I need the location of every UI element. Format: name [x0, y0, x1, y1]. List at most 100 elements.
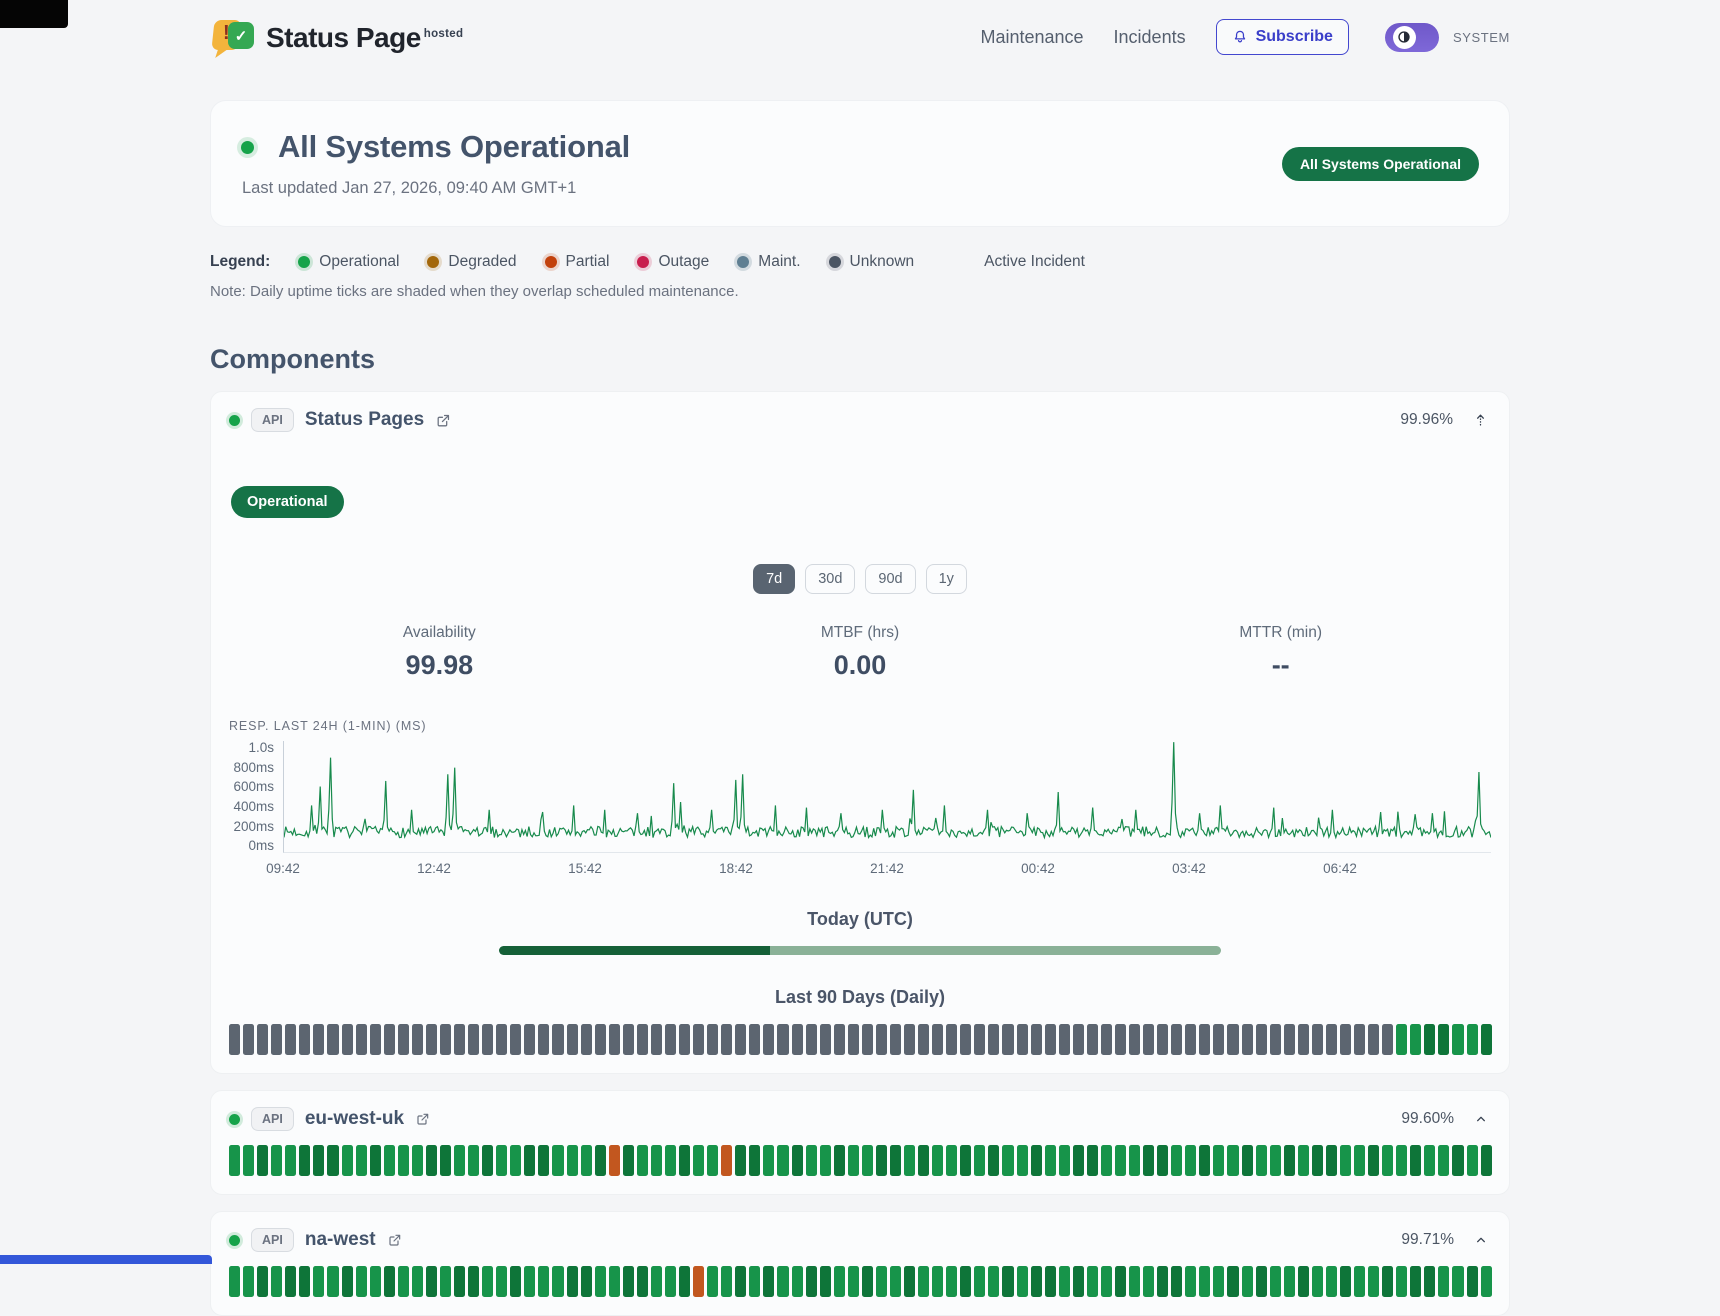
uptime-tick[interactable]: [1255, 1024, 1267, 1055]
uptime-tick[interactable]: [819, 1266, 831, 1297]
uptime-tick[interactable]: [932, 1024, 944, 1055]
uptime-tick[interactable]: [355, 1266, 367, 1297]
uptime-tick[interactable]: [833, 1024, 845, 1055]
uptime-tick[interactable]: [538, 1266, 550, 1297]
uptime-tick[interactable]: [299, 1024, 311, 1055]
uptime-tick[interactable]: [580, 1024, 592, 1055]
uptime-tick[interactable]: [693, 1145, 705, 1176]
uptime-tick[interactable]: [285, 1266, 297, 1297]
uptime-tick[interactable]: [454, 1145, 466, 1176]
uptime-tick[interactable]: [777, 1145, 789, 1176]
uptime-tick[interactable]: [594, 1266, 606, 1297]
uptime-tick[interactable]: [1325, 1266, 1337, 1297]
uptime-tick[interactable]: [1016, 1145, 1028, 1176]
uptime-tick[interactable]: [1325, 1145, 1337, 1176]
uptime-tick[interactable]: [425, 1024, 437, 1055]
uptime-tick[interactable]: [608, 1266, 620, 1297]
uptime-tick[interactable]: [1452, 1266, 1464, 1297]
uptime-tick[interactable]: [1354, 1266, 1366, 1297]
uptime-tick[interactable]: [847, 1266, 859, 1297]
nav-maintenance[interactable]: Maintenance: [980, 26, 1084, 47]
uptime-tick[interactable]: [524, 1145, 536, 1176]
uptime-tick[interactable]: [524, 1024, 536, 1055]
uptime-tick[interactable]: [1339, 1266, 1351, 1297]
uptime-tick[interactable]: [580, 1266, 592, 1297]
uptime-tick[interactable]: [271, 1024, 283, 1055]
uptime-tick[interactable]: [1143, 1266, 1155, 1297]
uptime-tick[interactable]: [1396, 1145, 1408, 1176]
uptime-tick[interactable]: [1086, 1024, 1098, 1055]
uptime-tick[interactable]: [1002, 1266, 1014, 1297]
uptime-tick[interactable]: [566, 1266, 578, 1297]
uptime-tick[interactable]: [383, 1266, 395, 1297]
uptime-tick[interactable]: [482, 1024, 494, 1055]
range-button-7d[interactable]: 7d: [753, 564, 796, 594]
uptime-tick[interactable]: [608, 1024, 620, 1055]
expand-button[interactable]: [1471, 1230, 1491, 1250]
uptime-tick[interactable]: [1354, 1145, 1366, 1176]
uptime-tick[interactable]: [918, 1024, 930, 1055]
uptime-tick[interactable]: [679, 1266, 691, 1297]
uptime-tick[interactable]: [496, 1145, 508, 1176]
uptime-tick[interactable]: [1410, 1024, 1422, 1055]
uptime-tick[interactable]: [1382, 1024, 1394, 1055]
uptime-tick[interactable]: [1241, 1266, 1253, 1297]
uptime-tick[interactable]: [566, 1024, 578, 1055]
uptime-tick[interactable]: [847, 1145, 859, 1176]
uptime-tick[interactable]: [369, 1145, 381, 1176]
uptime-tick[interactable]: [1339, 1024, 1351, 1055]
uptime-tick[interactable]: [1480, 1145, 1492, 1176]
uptime-tick[interactable]: [594, 1024, 606, 1055]
uptime-tick[interactable]: [313, 1266, 325, 1297]
uptime-tick[interactable]: [664, 1024, 676, 1055]
uptime-tick[interactable]: [861, 1266, 873, 1297]
uptime-tick[interactable]: [1199, 1024, 1211, 1055]
uptime-tick[interactable]: [1438, 1145, 1450, 1176]
uptime-tick[interactable]: [1255, 1266, 1267, 1297]
uptime-tick[interactable]: [257, 1266, 269, 1297]
uptime-tick[interactable]: [1283, 1266, 1295, 1297]
theme-toggle[interactable]: [1384, 22, 1439, 52]
uptime-tick[interactable]: [791, 1266, 803, 1297]
uptime-tick[interactable]: [1269, 1266, 1281, 1297]
uptime-tick[interactable]: [1100, 1145, 1112, 1176]
uptime-tick[interactable]: [1157, 1266, 1169, 1297]
uptime-tick[interactable]: [622, 1024, 634, 1055]
uptime-tick[interactable]: [566, 1145, 578, 1176]
uptime-tick[interactable]: [1058, 1266, 1070, 1297]
uptime-tick[interactable]: [1227, 1266, 1239, 1297]
external-link-icon[interactable]: [435, 412, 452, 429]
uptime-tick[interactable]: [1199, 1266, 1211, 1297]
uptime-tick[interactable]: [1199, 1145, 1211, 1176]
uptime-tick[interactable]: [341, 1024, 353, 1055]
uptime-tick[interactable]: [454, 1266, 466, 1297]
uptime-tick[interactable]: [1269, 1145, 1281, 1176]
uptime-tick[interactable]: [904, 1266, 916, 1297]
uptime-tick[interactable]: [960, 1145, 972, 1176]
uptime-tick[interactable]: [1452, 1024, 1464, 1055]
uptime-tick[interactable]: [1171, 1024, 1183, 1055]
uptime-tick[interactable]: [1002, 1145, 1014, 1176]
external-link-icon[interactable]: [387, 1232, 403, 1248]
uptime-tick[interactable]: [1086, 1266, 1098, 1297]
uptime-tick[interactable]: [735, 1266, 747, 1297]
uptime-tick[interactable]: [875, 1145, 887, 1176]
uptime-tick[interactable]: [327, 1024, 339, 1055]
uptime-tick[interactable]: [355, 1024, 367, 1055]
logo[interactable]: ! ✓ Status Page hosted: [210, 16, 463, 58]
uptime-tick[interactable]: [510, 1145, 522, 1176]
uptime-tick[interactable]: [383, 1024, 395, 1055]
uptime-tick[interactable]: [1213, 1266, 1225, 1297]
uptime-tick[interactable]: [439, 1145, 451, 1176]
uptime-tick[interactable]: [1480, 1266, 1492, 1297]
uptime-tick[interactable]: [1044, 1266, 1056, 1297]
uptime-tick[interactable]: [1227, 1024, 1239, 1055]
uptime-tick[interactable]: [1129, 1266, 1141, 1297]
uptime-tick[interactable]: [777, 1266, 789, 1297]
uptime-tick[interactable]: [650, 1266, 662, 1297]
uptime-tick[interactable]: [889, 1266, 901, 1297]
uptime-tick[interactable]: [1241, 1145, 1253, 1176]
uptime-tick[interactable]: [1044, 1145, 1056, 1176]
uptime-tick[interactable]: [299, 1145, 311, 1176]
uptime-tick[interactable]: [341, 1266, 353, 1297]
